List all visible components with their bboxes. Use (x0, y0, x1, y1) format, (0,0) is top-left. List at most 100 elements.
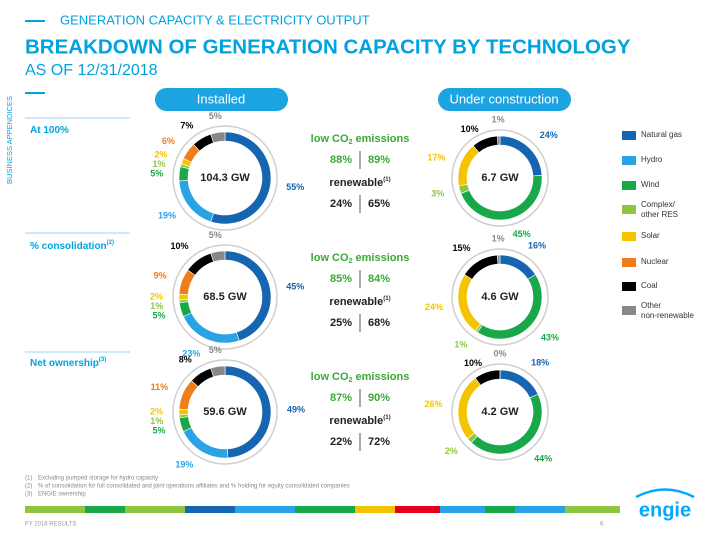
legend-text: Solar (641, 231, 660, 240)
donut-segment (178, 293, 189, 301)
row-label-sup: (2) (107, 240, 114, 246)
value-label: 2% (150, 291, 163, 301)
renewable-sup: (1) (383, 296, 390, 302)
co2-label: low CO2 emissions (311, 371, 410, 384)
renewable-sup: (1) (383, 177, 390, 183)
co2-value: 84% (368, 273, 390, 285)
donut-segment (178, 180, 214, 223)
footnote-marker: (2) (25, 484, 32, 490)
donut-segment (477, 274, 543, 340)
column-pill (438, 88, 571, 111)
value-label: 24% (540, 130, 558, 140)
value-label: 49% (287, 404, 305, 414)
footnote-text: % of consolidation for full consolidated… (38, 484, 350, 490)
renewable-value: 22% (330, 436, 352, 448)
value-label: 26% (424, 399, 442, 409)
legend-swatch (622, 306, 636, 315)
co2-value: 90% (368, 392, 390, 404)
co2-sub: 2 (349, 377, 353, 384)
legend-label: Other non-renewable (641, 301, 694, 320)
renewable-value: 68% (368, 317, 390, 329)
donut-ring (172, 244, 278, 350)
co2-value: 89% (368, 154, 390, 166)
value-label: 43% (541, 332, 559, 342)
footnote-text: Excluding pumped storage for hydro capac… (38, 476, 158, 482)
value-label: 5% (150, 169, 163, 179)
legend-label: Nuclear (641, 257, 669, 266)
value-label: 18% (531, 357, 549, 367)
row-label-text: At 100% (30, 125, 69, 136)
value-label: 1% (492, 233, 505, 243)
renewable-text: renewable (329, 296, 383, 308)
subtitle: AS OF 12/31/2018 (25, 62, 158, 79)
center-label: 104.3 GW (200, 172, 250, 184)
co2-label: low CO2 emissions (311, 133, 410, 146)
center-label: 4.2 GW (481, 406, 519, 418)
legend-label: Wind (641, 180, 659, 189)
value-label: 10% (461, 124, 479, 134)
renewable-value: 65% (368, 198, 390, 210)
co2-text: low CO (311, 252, 349, 264)
footnote-marker: (3) (25, 492, 32, 498)
donut-segment (474, 369, 501, 386)
legend-label: Hydro (641, 155, 663, 164)
value-label: 10% (464, 358, 482, 368)
footnote-text: ENGIE ownership (38, 492, 86, 498)
legend-label: Coal (641, 281, 658, 290)
value-label: 17% (427, 153, 445, 163)
value-label: 3% (431, 189, 444, 199)
co2-sub: 2 (349, 258, 353, 265)
value-label: 2% (154, 150, 167, 160)
donut-segment (470, 393, 543, 455)
logo: engie (639, 499, 691, 521)
value-label: 23% (182, 348, 200, 358)
legend-swatch (622, 282, 636, 291)
renewable-text: renewable (329, 415, 383, 427)
center-label: 59.6 GW (203, 406, 247, 418)
co2-tail: emissions (352, 133, 409, 145)
legend-line: Other (641, 301, 661, 310)
page-number: 6 (600, 522, 604, 528)
co2-sub: 2 (349, 139, 353, 146)
donut-segment (499, 369, 539, 399)
donut-segment (210, 131, 226, 144)
value-label: 5% (209, 230, 222, 240)
value-label: 10% (171, 241, 189, 251)
value-label: 16% (528, 241, 546, 251)
value-label: 5% (209, 345, 222, 355)
value-label: 2% (150, 406, 163, 416)
renewable-label: renewable(1) (329, 177, 390, 189)
column-pill (155, 88, 288, 111)
donut-ring (172, 359, 278, 465)
donut-segment (178, 380, 199, 410)
value-label: 5% (209, 111, 222, 121)
footer-left: FY 2018 RESULTS (25, 522, 76, 528)
renewable-label: renewable(1) (329, 296, 390, 308)
donut-segment (457, 145, 480, 187)
legend-swatch (622, 181, 636, 190)
value-label: 45% (286, 282, 304, 292)
donut-ring (451, 363, 549, 461)
co2-tail: emissions (352, 371, 409, 383)
row-label: At 100% (30, 125, 69, 136)
row-label: % consolidation(2) (30, 240, 114, 252)
row-label: Net ownership(3) (30, 357, 106, 369)
renewable-value: 24% (330, 198, 352, 210)
co2-tail: emissions (352, 252, 409, 264)
legend-swatch (622, 156, 636, 165)
donut-segment (182, 312, 240, 344)
legend-text: Nuclear (641, 257, 669, 266)
section: GENERATION CAPACITY & ELECTRICITY OUTPUT (60, 12, 370, 27)
co2-label: low CO2 emissions (311, 252, 410, 265)
color-bar (25, 506, 620, 513)
footnote-marker: (1) (25, 476, 32, 482)
renewable-sup: (1) (383, 415, 390, 421)
value-label: 19% (158, 210, 176, 220)
renewable-text: renewable (329, 177, 383, 189)
legend-label: Solar (641, 231, 660, 240)
value-label: 9% (154, 270, 167, 280)
legend-label: Natural gas (641, 130, 682, 139)
legend-line: other RES (641, 210, 678, 219)
